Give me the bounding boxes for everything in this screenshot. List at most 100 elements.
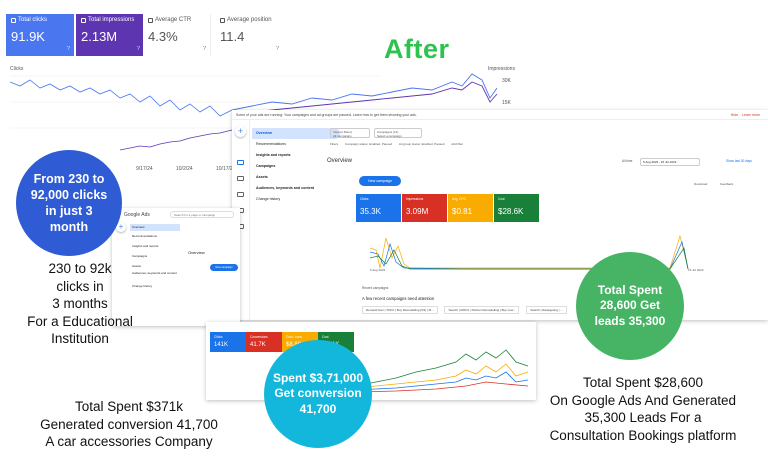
menu-item-overview[interactable]: Overview (252, 128, 340, 139)
metric-value: $0.81 (452, 207, 473, 216)
metric-card-cost[interactable]: Cost $28.6K (494, 194, 539, 222)
campaign-chip[interactable]: Search | MOFU | Kitchen Remodelling | Bu… (444, 306, 520, 314)
menu-item-insights[interactable]: Insights and reports (256, 153, 291, 157)
show-last-link[interactable]: Show last 30 days (726, 159, 752, 163)
menu-item-assets[interactable]: Assets (256, 175, 268, 179)
average-ctr-card[interactable]: Average CTR 4.3% ? (143, 14, 211, 56)
metric-card-impressions[interactable]: Impressions 3.09M (402, 194, 447, 222)
chart-start-label: 6 Aug 2023 (370, 268, 386, 272)
clicks-line (9, 79, 233, 117)
metric-label: Conversions (250, 335, 268, 339)
circle-text: Spent $3,71,000 Get conversion 41,700 (272, 370, 364, 416)
metric-value: 35.3K (360, 207, 381, 216)
chart-end-label: 15 Jul 2024 (688, 268, 704, 272)
search-console-chart (9, 75, 380, 151)
new-campaign-label: New campaign (368, 179, 392, 183)
campaign-chip[interactable]: Demand Gen | TOFU | Buy Remodelling [US]… (362, 306, 438, 314)
menu-item-audiences[interactable]: Audiences, keywords and content (256, 186, 315, 190)
result-circle-conversions: Spent $3,71,000 Get conversion 41,700 (264, 340, 372, 448)
filter-chip[interactable]: Campaign status: Enabled, Paused (345, 142, 393, 146)
small-side-menu: Overview Recommendations Insights and re… (130, 224, 180, 291)
tools-icon[interactable] (237, 192, 244, 197)
impressions-line (119, 129, 233, 151)
menu-item-campaigns[interactable]: Campaigns (256, 164, 276, 168)
create-plus-icon[interactable]: + (116, 222, 126, 232)
goals-icon[interactable] (237, 176, 244, 181)
total-clicks-card[interactable]: Total clicks 91.9K ? (6, 14, 74, 56)
icon-nav: + (232, 120, 250, 320)
menu-item-audiences[interactable]: Audiences, keywords and content (132, 271, 177, 275)
new-campaign-button[interactable]: New campaign (210, 264, 238, 271)
download-button[interactable]: Download (694, 182, 708, 186)
ads-bottom-chart (356, 349, 529, 393)
menu-item-overview[interactable]: Overview (130, 224, 180, 231)
search-console-chart-right (232, 73, 498, 117)
checkbox-icon[interactable] (220, 17, 225, 23)
metric-value: $28.6K (498, 207, 524, 216)
y-tick: 15K (502, 100, 511, 106)
caption-line: 35,300 Leads For a (584, 410, 702, 426)
new-campaign-label: New campaign (215, 266, 233, 269)
checkbox-icon[interactable] (148, 17, 153, 23)
banner-text: Some of your ads are running: Your campa… (236, 113, 417, 117)
help-icon[interactable]: ? (275, 46, 279, 52)
caption-line: Generated conversion 41,700 (40, 416, 218, 432)
create-plus-icon[interactable]: + (235, 126, 246, 137)
date-range-picker[interactable]: 6 Aug 2023 - 15 Jul 2024 (640, 158, 700, 166)
menu-item-recommendations[interactable]: Recommendations (256, 142, 286, 146)
checkbox-icon[interactable] (81, 17, 86, 23)
metric-value: 3.09M (406, 207, 429, 216)
help-icon[interactable]: ? (66, 46, 70, 52)
metric-card-conversions[interactable]: Conversions 41.7K (246, 332, 282, 352)
x-tick: 10/2/24 (176, 166, 193, 172)
help-icon[interactable]: ? (136, 46, 140, 52)
filter-chip[interactable]: Ad group status: Enabled, Paused (398, 142, 445, 146)
menu-item-assets[interactable]: Assets (132, 264, 142, 268)
metric-label: Cost / conv. (286, 335, 303, 339)
circle-text: From 230 to 92,000 clicks in just 3 mont… (30, 171, 108, 235)
axis-label-clicks: Clicks (10, 66, 24, 72)
menu-item-change-history[interactable]: Change history (256, 197, 281, 201)
date-range-text: 6 Aug 2023 - 15 Jul 2024 (643, 160, 677, 164)
feedback-button[interactable]: Feedback (720, 182, 734, 186)
result-circle-clicks: From 230 to 92,000 clicks in just 3 mont… (16, 150, 122, 256)
caption-line: Consultation Bookings platform (549, 427, 737, 443)
new-campaign-button[interactable]: New campaign (359, 176, 401, 186)
filter-bar: Filters Campaign status: Enabled, Paused… (330, 142, 463, 146)
caption-line: 230 to 92k (48, 261, 112, 276)
metric-card-avg-cpc[interactable]: Avg. CPC $0.81 (448, 194, 493, 222)
metric-card-clicks[interactable]: Clicks 141K (210, 332, 246, 352)
metric-label: Clicks (360, 197, 369, 201)
help-icon[interactable]: ? (202, 46, 206, 52)
metric-card-clicks[interactable]: Clicks 35.3K (356, 194, 401, 222)
campaigns-icon[interactable] (237, 160, 244, 165)
attention-text: A few recent campaigns need attention (362, 296, 435, 301)
side-menu: Overview Recommendations Insights and re… (252, 128, 340, 205)
caption-left: 230 to 92k clicks in 3 months For a Educ… (10, 260, 150, 348)
add-filter-link[interactable]: Add filter (451, 142, 464, 146)
menu-item-recommendations[interactable]: Recommendations (132, 234, 158, 238)
campaigns-dropdown[interactable]: Campaigns (12) Select a campaign (374, 128, 422, 138)
learn-more-link[interactable]: Learn more (742, 113, 760, 117)
caption-bottom-left: Total Spent $371k Generated conversion 4… (16, 398, 242, 451)
campaign-chips: Demand Gen | TOFU | Buy Remodelling [US]… (362, 306, 567, 314)
recent-campaigns-label: Recent campaigns (362, 286, 389, 290)
result-circle-leads: Total Spent 28,600 Get leads 35,300 (576, 252, 684, 360)
menu-item-change-history[interactable]: Change history (132, 284, 153, 288)
metric-label: Clicks (214, 335, 223, 339)
hide-link[interactable]: Hide (730, 113, 738, 117)
caption-line: 3 months (52, 296, 108, 312)
y-tick: 30K (502, 78, 511, 84)
notification-banner: Some of your ads are running: Your campa… (232, 110, 768, 120)
menu-item-campaigns[interactable]: Campaigns (132, 254, 148, 258)
campaign-chip[interactable]: Search | Retargeting | ... (526, 306, 567, 314)
checkbox-icon[interactable] (11, 17, 16, 23)
metric-label: Cost (498, 197, 505, 201)
menu-item-insights[interactable]: Insights and reports (132, 244, 159, 248)
card-label: Total impressions (88, 17, 135, 23)
caption-line: Institution (51, 331, 109, 347)
views-dropdown[interactable]: View (2 filters) All campaigns (330, 128, 370, 138)
search-input[interactable]: Search for a page or campaign (170, 211, 234, 218)
total-impressions-card[interactable]: Total impressions 2.13M ? (76, 14, 144, 56)
average-position-card[interactable]: Average position 11.4 ? (215, 14, 283, 56)
